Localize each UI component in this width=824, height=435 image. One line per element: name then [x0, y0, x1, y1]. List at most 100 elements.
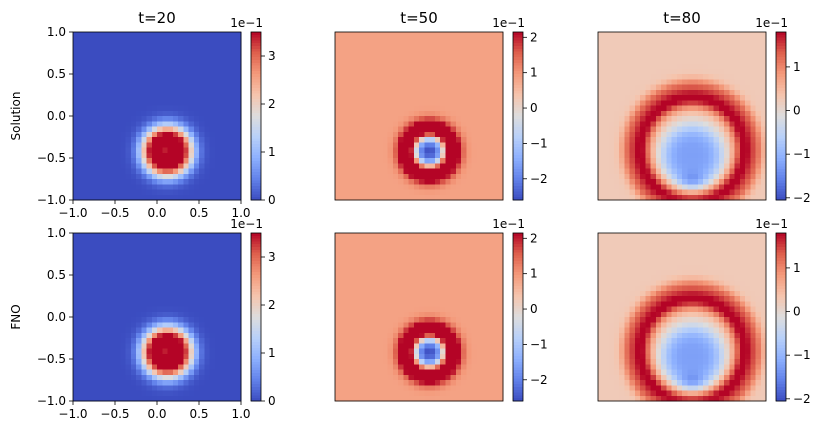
heatmap-cell — [356, 184, 362, 190]
heatmap-cell — [120, 42, 126, 49]
heatmap-cell — [482, 84, 488, 91]
x-tick-label: 0.5 — [189, 407, 208, 421]
heatmap-cell — [692, 116, 699, 122]
heatmap-cell — [661, 74, 667, 80]
heatmap-cell — [188, 369, 195, 376]
heatmap-cell — [434, 126, 441, 133]
heatmap-cell — [146, 385, 153, 391]
heatmap-cell — [734, 84, 741, 91]
heatmap-cell — [88, 364, 95, 370]
heatmap-cell — [750, 42, 756, 49]
heatmap-cell — [130, 311, 137, 318]
heatmap-cell — [461, 126, 467, 133]
heatmap-cell — [739, 32, 746, 38]
heatmap-cell — [403, 301, 409, 307]
colorbar-segment — [513, 40, 523, 44]
heatmap-cell — [209, 189, 216, 196]
heatmap-cell — [750, 147, 756, 154]
heatmap-cell — [78, 395, 84, 402]
heatmap-cell — [109, 248, 116, 255]
heatmap-cell — [78, 194, 84, 201]
heatmap-cell — [188, 385, 195, 391]
heatmap-cell — [220, 290, 226, 297]
heatmap-cell — [141, 121, 147, 127]
heatmap-cell — [482, 248, 488, 255]
heatmap-cell — [640, 184, 646, 190]
heatmap-cell — [94, 184, 100, 190]
heatmap-cell — [755, 152, 762, 159]
heatmap-cell — [661, 105, 667, 112]
heatmap-cell — [157, 163, 163, 169]
heatmap-cell — [755, 147, 762, 154]
heatmap-cell — [377, 152, 383, 159]
heatmap-cell — [209, 168, 216, 175]
heatmap-cell — [162, 116, 168, 122]
heatmap-cell — [335, 137, 341, 143]
heatmap-cell — [220, 142, 226, 148]
heatmap-cell — [356, 68, 362, 75]
heatmap-cell — [650, 121, 657, 127]
heatmap-cell — [371, 131, 378, 138]
heatmap-cell — [120, 95, 126, 101]
heatmap-cell — [78, 131, 84, 138]
heatmap-cell — [361, 142, 367, 148]
heatmap-cell — [687, 84, 693, 91]
heatmap-cell — [619, 126, 625, 133]
heatmap-cell — [461, 238, 467, 244]
heatmap-cell — [403, 194, 409, 201]
colorbar-tick-label: −1 — [530, 136, 548, 150]
heatmap-cell — [408, 42, 415, 49]
heatmap-cell — [445, 105, 451, 112]
heatmap-cell — [235, 332, 242, 339]
heatmap-cell — [377, 142, 383, 148]
heatmap-cell — [356, 259, 362, 265]
heatmap-cell — [136, 173, 142, 180]
heatmap-cell — [718, 137, 725, 143]
heatmap-cell — [429, 152, 436, 159]
heatmap-cell — [130, 32, 137, 38]
heatmap-cell — [671, 179, 678, 185]
heatmap-cell — [661, 152, 667, 159]
heatmap-cell — [482, 116, 488, 122]
heatmap-cell — [335, 158, 341, 164]
heatmap-cell — [88, 168, 95, 175]
heatmap-cell — [419, 184, 425, 190]
heatmap-cell — [183, 152, 189, 159]
heatmap-cell — [214, 269, 221, 276]
heatmap-cell — [634, 53, 641, 59]
heatmap-cell — [461, 158, 467, 164]
heatmap-cell — [408, 79, 415, 85]
heatmap-cell — [356, 254, 362, 260]
heatmap-cell — [141, 58, 147, 64]
heatmap-cell — [387, 233, 394, 239]
heatmap-cell — [125, 259, 132, 265]
heatmap-cell — [718, 168, 725, 175]
heatmap-cell — [750, 158, 756, 164]
heatmap-cell — [83, 152, 90, 159]
colorbar-segment — [776, 183, 786, 187]
heatmap-cell — [413, 105, 420, 112]
heatmap-cell — [619, 110, 625, 117]
heatmap-cell — [661, 79, 667, 85]
colorbar-segment — [513, 152, 523, 156]
colorbar-segment — [251, 197, 261, 201]
heatmap-cell — [94, 79, 100, 85]
heatmap-cell — [419, 42, 425, 49]
heatmap-cell — [209, 359, 216, 365]
heatmap-cell — [99, 89, 105, 96]
heatmap-cell — [482, 147, 488, 154]
heatmap-cell — [487, 100, 493, 106]
heatmap-cell — [403, 47, 409, 54]
heatmap-cell — [482, 58, 488, 64]
heatmap-cell — [482, 37, 488, 43]
heatmap-cell — [193, 189, 200, 196]
heatmap-cell — [209, 74, 216, 80]
heatmap-cell — [734, 68, 741, 75]
colorbar-tick-label: −2 — [530, 172, 548, 186]
heatmap-cell — [403, 84, 409, 91]
heatmap-cell — [178, 385, 184, 391]
heatmap-cell — [109, 332, 116, 339]
heatmap-cell — [434, 79, 441, 85]
colorbar-tick-label: 0 — [793, 104, 801, 118]
heatmap-cell — [361, 95, 367, 101]
